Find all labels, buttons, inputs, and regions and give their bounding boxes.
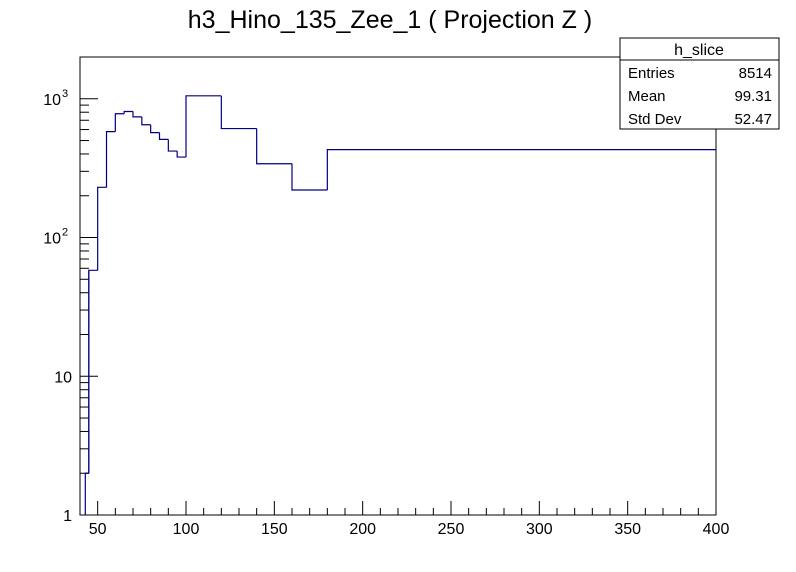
histogram-bins [84,95,716,515]
histogram-bin [291,163,328,191]
x-tick-label: 150 [261,521,288,538]
histogram-bin [141,116,151,126]
stats-entries-value: 8514 [739,65,772,82]
stats-box-title: h_slice [674,42,724,59]
stats-mean-label: Mean [628,88,666,105]
x-tick-label: 400 [703,521,730,538]
histogram-bin [167,139,178,152]
histogram-bin [88,269,98,474]
histogram-bin [256,128,292,165]
histogram-bin [105,130,116,188]
histogram-bin [114,113,125,132]
x-tick-label: 100 [173,521,200,538]
x-axis: 50 100 150 200 250 300 350 400 [79,501,730,538]
stats-stddev-value: 52.47 [734,111,772,128]
histogram-bin [150,124,160,134]
y-tick-label: 10 [43,92,61,109]
x-tick-label: 350 [614,521,641,538]
histogram-bin [185,95,222,158]
stats-entries-label: Entries [628,65,675,82]
stats-box: h_slice Entries 8514 Mean 99.31 Std Dev … [619,37,780,130]
stats-mean-value: 99.31 [734,88,772,105]
histogram-bin [220,95,257,130]
y-tick-exponent: 2 [62,227,68,239]
y-tick-exponent: 3 [62,88,68,100]
histogram-bin [176,151,186,158]
y-tick-label: 10 [43,231,61,248]
x-tick-label: 250 [438,521,465,538]
histogram-bin [84,472,89,515]
x-tick-label: 50 [89,521,107,538]
histogram-bin [97,186,107,271]
y-tick-label: 10 [54,369,72,386]
stats-stddev-label: Std Dev [628,111,682,128]
x-tick-label: 300 [526,521,553,538]
y-tick-label: 1 [63,508,72,525]
stats-box-frame [619,37,780,130]
chart-title: h3_Hino_135_Zee_1 ( Projection Z ) [188,6,592,34]
histogram-bin [158,132,169,140]
histogram-bin [326,149,716,191]
x-tick-label: 200 [349,521,376,538]
histogram-bin [132,111,142,118]
histogram-bin [123,110,133,114]
